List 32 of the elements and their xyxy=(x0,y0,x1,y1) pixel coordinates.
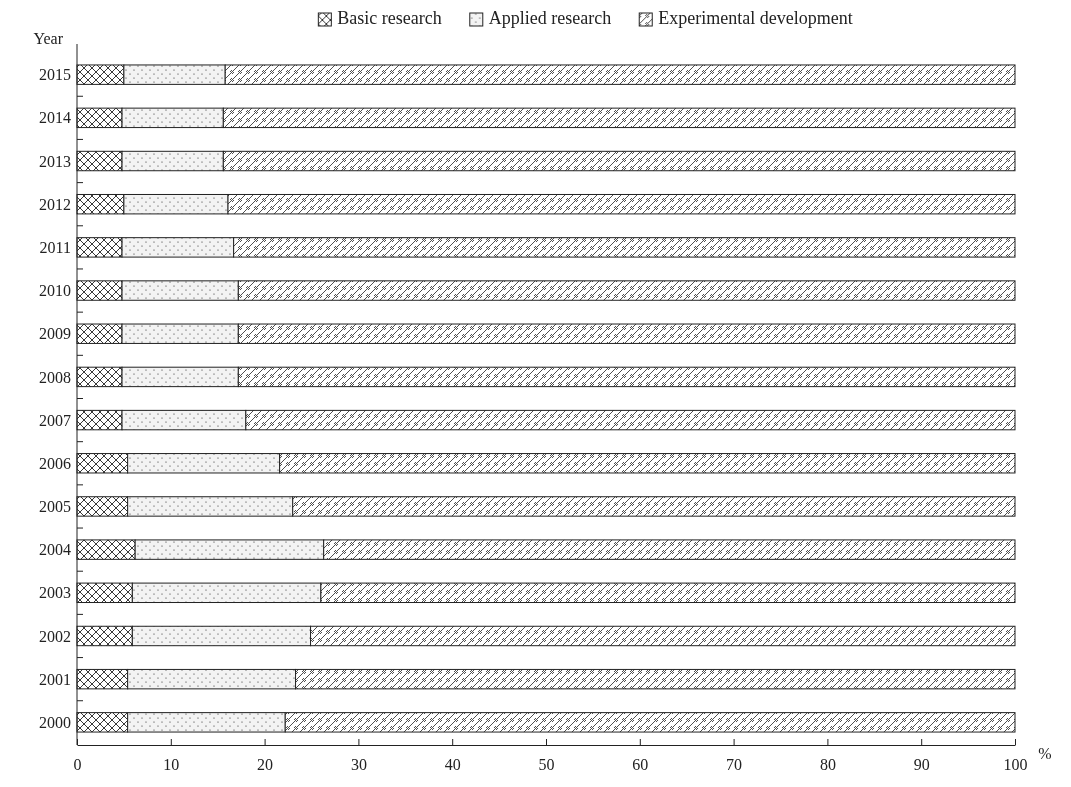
y-tick-label: 2009 xyxy=(39,325,71,343)
y-tick-label: 2010 xyxy=(39,282,71,300)
legend-label: Basic research xyxy=(337,8,442,28)
y-tick-label: 2001 xyxy=(39,670,71,688)
y-tick-label: 2012 xyxy=(39,195,71,213)
y-tick-label: 2013 xyxy=(39,152,71,170)
x-tick-label: 30 xyxy=(350,756,367,774)
x-tick-label: 50 xyxy=(538,756,555,774)
y-axis-title: Year xyxy=(33,30,64,47)
y-tick-label: 2015 xyxy=(39,66,71,84)
y-tick-label: 2005 xyxy=(39,498,71,516)
x-tick-label: 40 xyxy=(444,756,461,774)
y-tick-label: 2014 xyxy=(39,109,71,127)
y-tick-label: 2007 xyxy=(39,411,71,429)
x-tick-label: 0 xyxy=(73,756,82,774)
x-tick-label: 70 xyxy=(726,756,743,774)
x-tick-label: 100 xyxy=(1003,756,1028,774)
y-tick-label: 2006 xyxy=(39,454,71,472)
x-tick-label: 20 xyxy=(257,756,274,774)
y-tick-label: 2000 xyxy=(39,713,71,731)
y-tick-label: 2011 xyxy=(39,238,71,256)
x-tick-label: 90 xyxy=(913,756,930,774)
x-axis-title: % xyxy=(1038,745,1052,762)
x-tick-label: 80 xyxy=(819,756,836,774)
legend-label: Experimental development xyxy=(658,8,853,28)
x-tick-label: 10 xyxy=(163,756,180,774)
x-tick-label: 60 xyxy=(632,756,649,774)
y-tick-label: 2008 xyxy=(39,368,71,386)
legend-label: Applied research xyxy=(488,8,612,28)
y-tick-label: 2003 xyxy=(39,584,71,602)
y-tick-label: 2002 xyxy=(39,627,71,645)
y-tick-label: 2004 xyxy=(39,541,71,559)
